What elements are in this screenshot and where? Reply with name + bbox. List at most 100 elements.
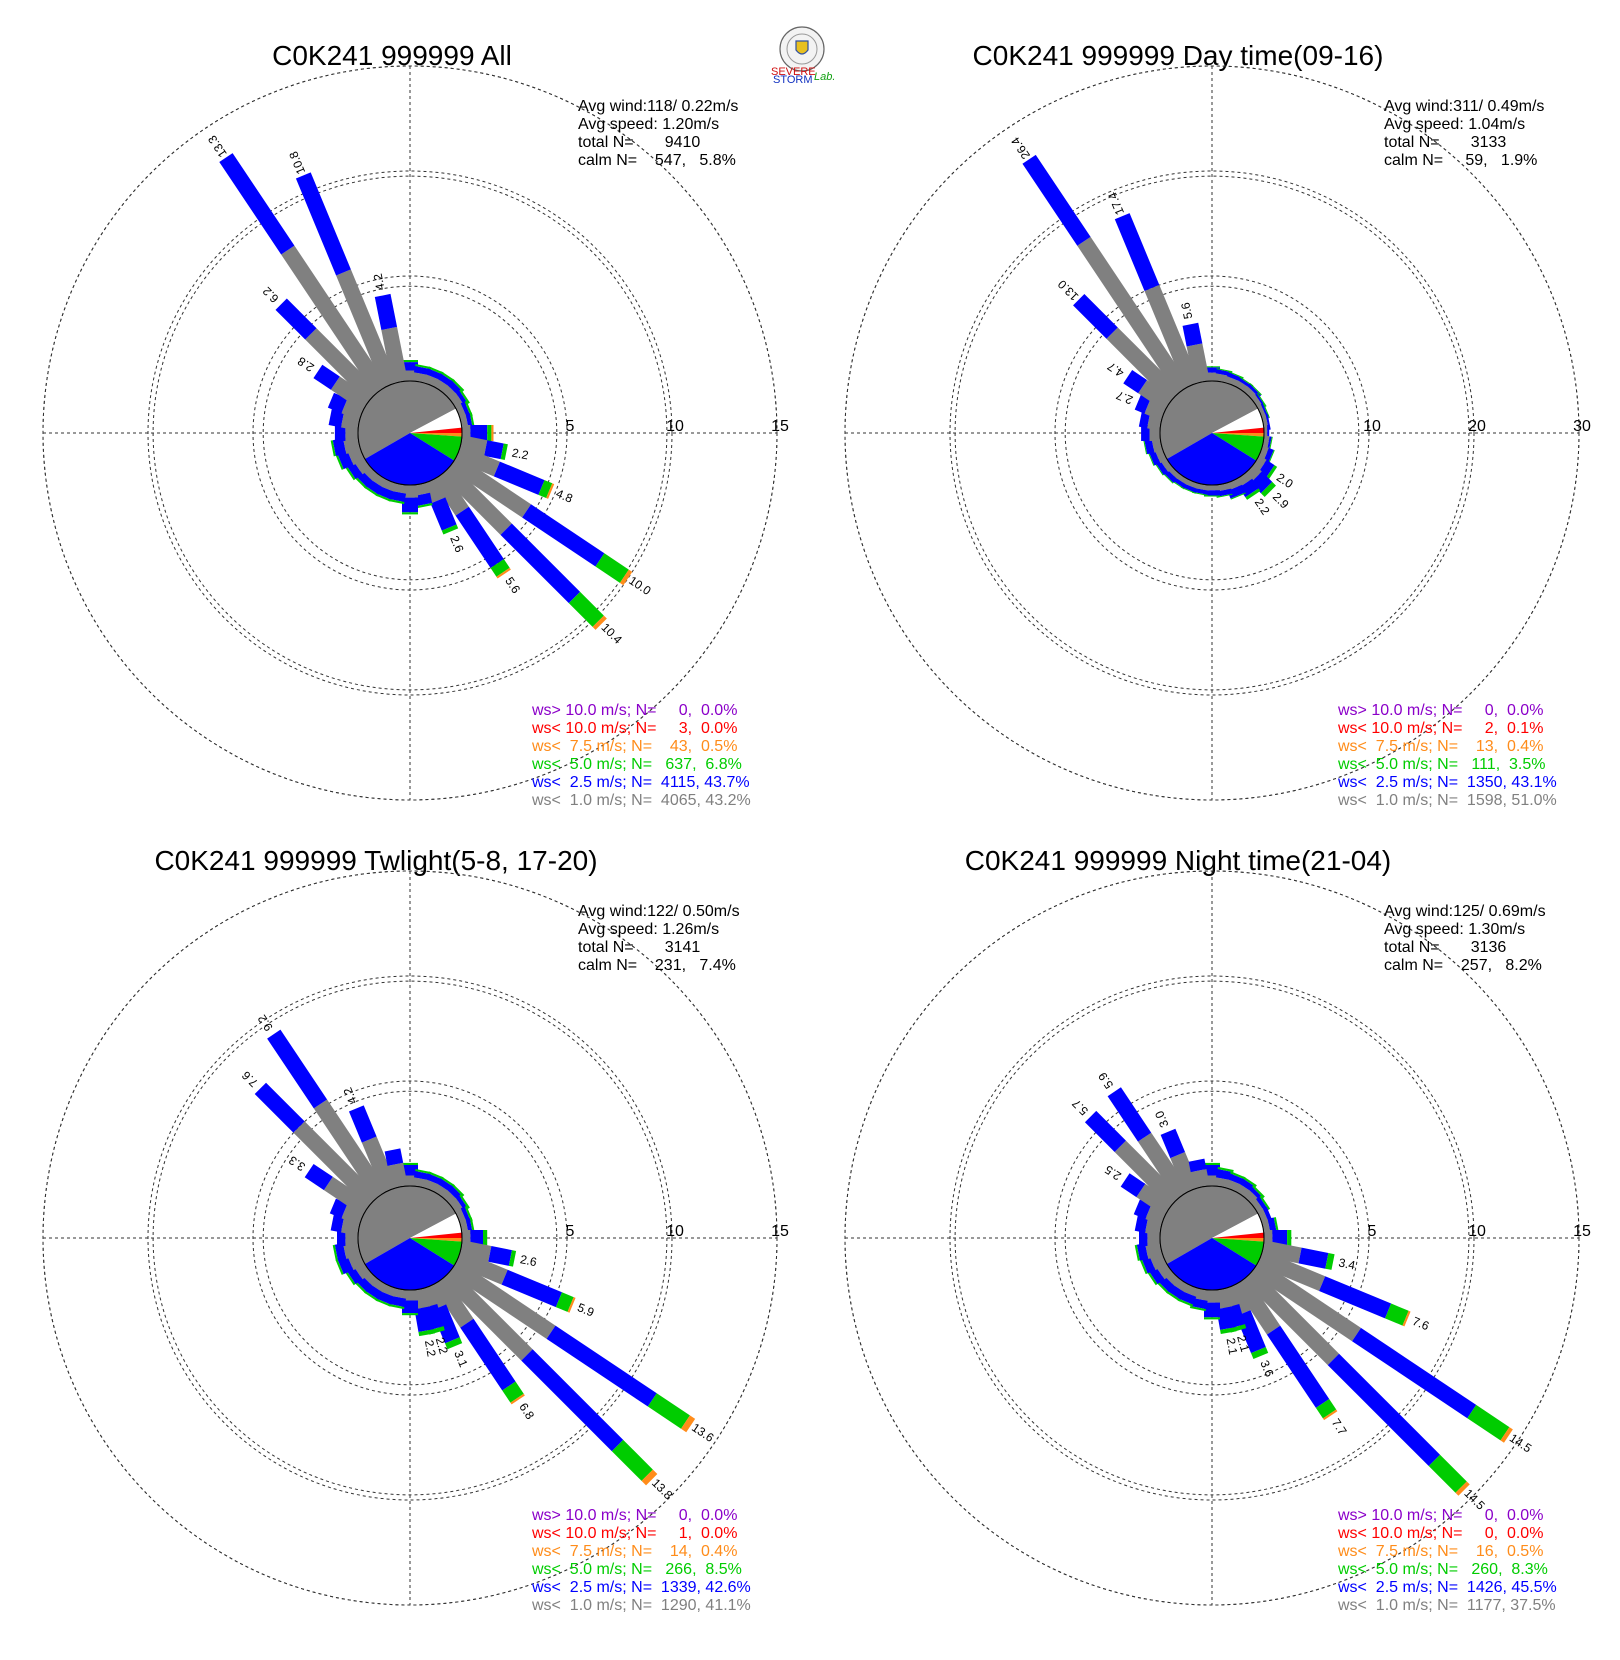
- petal-segment-lt1: [313, 1099, 388, 1200]
- petal-segment-lt2_5: [546, 1325, 657, 1407]
- petal-segment-lt2_5: [501, 1269, 562, 1308]
- grid-ring: [1064, 1090, 1360, 1386]
- petal-segment-lt2_5: [414, 492, 433, 507]
- petal-value-label: 4.2: [340, 1085, 359, 1106]
- petal-segment-lt5: [1259, 1195, 1271, 1210]
- calm-sector-lt2_5: [364, 433, 455, 485]
- petal-segment-lt7_5: [510, 1393, 525, 1405]
- legend-entry-lt7_5: ws< 7.5 m/s; N= 14, 0.4%: [531, 1543, 737, 1560]
- petal-segment-lt2_5: [295, 172, 351, 276]
- petal-segment-lt2_5: [484, 440, 504, 460]
- ring-tick-label: 30: [1573, 418, 1591, 435]
- petal-segment-lt1: [281, 245, 388, 395]
- petal-segment-lt2_5: [329, 1198, 348, 1219]
- grid-ring: [1064, 285, 1360, 581]
- petal-segment-lt5: [375, 493, 392, 502]
- petal-segment-lt5: [428, 1171, 444, 1180]
- petal-value-label: 2.2: [433, 1336, 451, 1356]
- petal-segment-lt5: [440, 1176, 455, 1187]
- stat-calm: calm N= 59, 1.9%: [1384, 152, 1537, 169]
- petal-segment-lt5: [490, 559, 510, 577]
- petal-value-label: 2.1: [1234, 1334, 1252, 1354]
- stat-avg-wind: Avg wind:311/ 0.49m/s: [1384, 98, 1544, 115]
- petal-segment-lt2_5: [1160, 1128, 1186, 1159]
- petal-segment-lt1: [432, 1276, 474, 1328]
- petal-segment-lt5: [502, 1381, 524, 1403]
- petal-segment-lt5: [441, 524, 459, 535]
- ring-tick-label: 10: [1363, 418, 1381, 435]
- petal-segment-lt5: [1385, 1303, 1409, 1326]
- petal-segment-lt1: [1243, 1269, 1340, 1366]
- legend-entry-lt10: ws< 10.0 m/s; N= 0, 0.0%: [1337, 1525, 1543, 1542]
- wind-rose-panel-twilight: C0K241 999999 Twlight(5-8, 17-20) 5 10 15 2.…: [42, 845, 789, 1614]
- grid-ring: [262, 285, 558, 581]
- petal-segment-lt5: [1165, 1290, 1181, 1302]
- petal-segment-lt5: [1260, 481, 1276, 497]
- petal-segment-lt2_5: [254, 1082, 305, 1133]
- petal-segment-lt5: [487, 425, 492, 441]
- logo-shield-icon: [795, 40, 809, 55]
- petal-segment-lt1: [1144, 284, 1200, 389]
- legend-entry-lt7_5: ws< 7.5 m/s; N= 16, 0.5%: [1337, 1543, 1543, 1560]
- petal-segment-lt5: [1216, 368, 1233, 373]
- petal-segment-lt1: [1170, 1151, 1200, 1194]
- stat-avg-speed: Avg speed: 1.04m/s: [1384, 116, 1525, 133]
- petal-segment-lt2_5: [430, 497, 457, 531]
- legend-entry-lt7_5: ws< 7.5 m/s; N= 43, 0.5%: [531, 738, 737, 755]
- logo-text-storm: STORM: [773, 74, 813, 86]
- petal-segment-lt1: [1077, 236, 1190, 395]
- petal-value-label: 4.2: [371, 272, 388, 291]
- petal-value-label: 5.9: [575, 1300, 596, 1319]
- petal-value-label: 4.8: [554, 486, 575, 505]
- petal-segment-lt2_5: [460, 1318, 516, 1391]
- legend-entry-lt10: ws< 10.0 m/s; N= 1, 0.0%: [531, 1525, 737, 1542]
- ring-tick-label: 5: [566, 418, 575, 435]
- petal-segment-lt5: [1262, 402, 1270, 419]
- stat-total: total N= 3136: [1384, 939, 1506, 956]
- petal-segment-lt2_5: [384, 1148, 404, 1166]
- petal-segment-lt2_5: [1188, 1158, 1207, 1173]
- ring-tick-label: 15: [771, 418, 789, 435]
- petal-segment-lt1: [293, 1121, 379, 1207]
- petal-segment-lt1: [448, 1260, 556, 1339]
- petal-segment-lt2_5: [402, 1300, 418, 1314]
- petal-segment-lt2_5: [332, 438, 347, 456]
- petal-segment-lt2_5: [330, 1214, 345, 1233]
- petal-segment-lt1: [448, 455, 532, 518]
- petal-segment-lt5: [1230, 492, 1246, 500]
- petal-segment-lt2_5: [1114, 213, 1160, 292]
- petal-value-label: 2.6: [447, 534, 466, 555]
- legend-entry-lt1: ws< 1.0 m/s; N= 1598, 51.0%: [1337, 792, 1557, 809]
- petal-segment-lt2_5: [1216, 1306, 1236, 1330]
- petal-segment-lt7_5: [567, 1297, 576, 1313]
- petal-segment-lt7_5: [681, 1415, 696, 1433]
- petal-segment-lt2_5: [313, 364, 340, 390]
- petal-segment-lt2_5: [1107, 1087, 1152, 1142]
- petal-value-label: 2.6: [519, 1252, 538, 1269]
- petal-segment-lt5: [330, 440, 336, 457]
- petal-value-label: 2.1: [1224, 1337, 1241, 1356]
- petal-segment-lt2_5: [1134, 394, 1151, 414]
- petal-segment-lt5: [375, 1298, 392, 1307]
- ring-tick-label: 15: [771, 1223, 789, 1240]
- petal-segment-lt5: [1256, 392, 1267, 407]
- petal-segment-lt5: [1153, 461, 1164, 476]
- petal-segment-lt5: [647, 1393, 690, 1429]
- petal-segment-lt2_5: [414, 1306, 435, 1332]
- petal-segment-lt5: [1273, 1217, 1279, 1234]
- petal-segment-lt2_5: [1141, 1255, 1156, 1274]
- petal-segment-lt2_5: [402, 362, 418, 371]
- petal-segment-lt5: [555, 1292, 574, 1312]
- petal-segment-lt2_5: [470, 1230, 483, 1246]
- petal-segment-lt2_5: [1084, 1110, 1126, 1152]
- ring-tick-label: 5: [1368, 1223, 1377, 1240]
- petal-segment-lt1: [1136, 1183, 1174, 1216]
- calm-sector-lt1: [357, 380, 456, 459]
- stat-total: total N= 3133: [1384, 134, 1506, 151]
- petal-segment-lt5: [332, 1244, 338, 1261]
- petal-segment-lt1: [336, 269, 398, 389]
- petal-segment-lt5: [402, 1313, 418, 1316]
- petal-value-label: 2.7: [1114, 388, 1135, 407]
- stat-avg-speed: Avg speed: 1.20m/s: [578, 116, 719, 133]
